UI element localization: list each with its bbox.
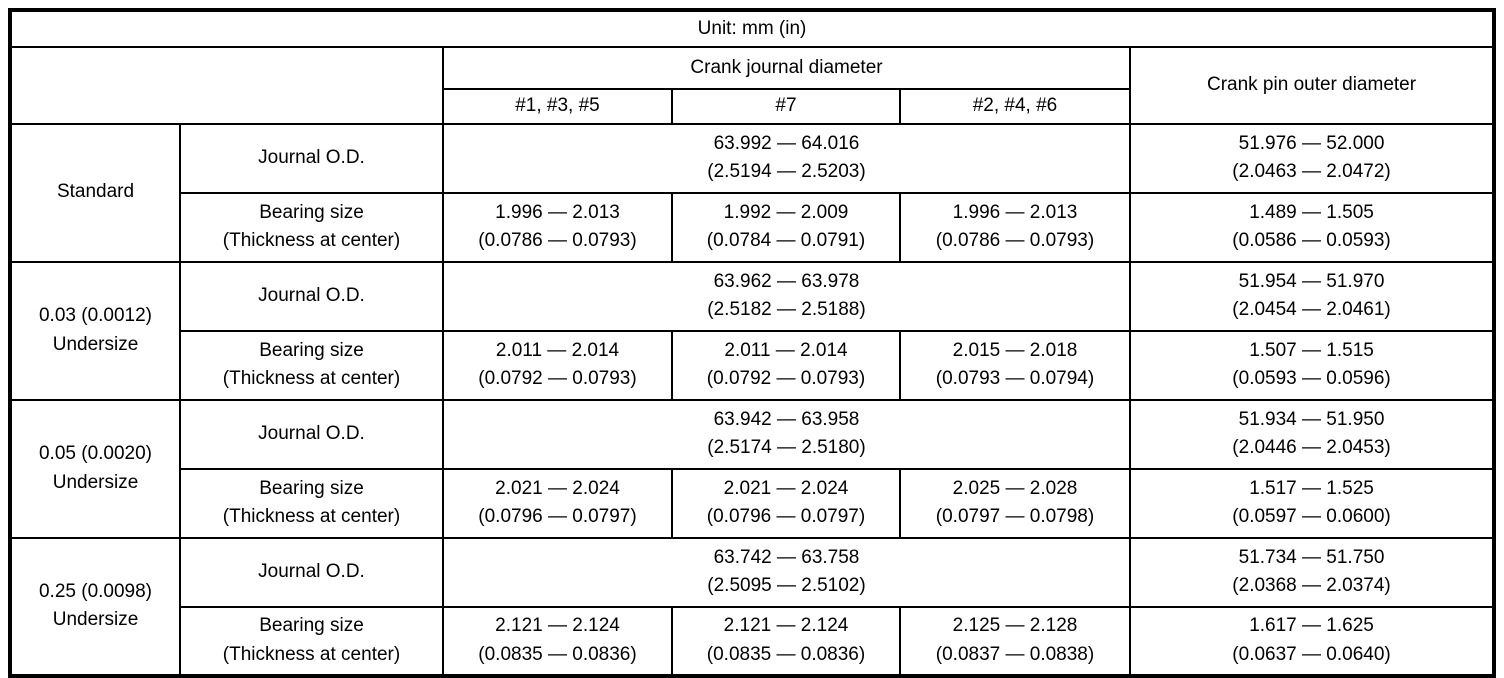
value-mm: 2.021 — 2.024 (723, 477, 849, 499)
value-in: (2.5095 — 2.5102) (707, 575, 866, 596)
value-mm: 1.507 — 1.515 (1249, 339, 1374, 361)
value-in: (0.0835 — 0.0836) (478, 643, 637, 665)
journal-od-label: Journal O.D. (179, 398, 444, 470)
journal-od-label: Journal O.D. (179, 536, 444, 608)
pin-od-value: 51.976 — 52.000 (2.0463 — 2.0472) (1128, 122, 1496, 194)
value-mm: 1.996 — 2.013 (495, 201, 620, 223)
bearing-value-246: 1.996 — 2.013 (0.0786 — 0.0793) (899, 191, 1131, 263)
value-in: (0.0792 — 0.0793) (478, 368, 637, 389)
size-label-025-undersize: 0.25 (0.0098) Undersize (9, 536, 181, 677)
value-in: (0.0835 — 0.0836) (706, 643, 866, 665)
bearing-value-7: 2.121 — 2.124 (0.0835 — 0.0836) (671, 605, 901, 677)
corner-cell (9, 46, 444, 125)
value-mm: 63.742 — 63.758 (713, 546, 860, 568)
journal-od-value: 63.992 — 64.016 (2.5194 — 2.5203) (442, 122, 1131, 194)
bearing-value-246: 2.015 — 2.018 (0.0793 — 0.0794) (899, 329, 1131, 401)
value-mm: 51.976 — 52.000 (1238, 132, 1385, 154)
value-in: (0.0784 — 0.0791) (706, 230, 866, 251)
value-in: (2.5182 — 2.5188) (707, 299, 866, 320)
value-mm: 1.996 — 2.013 (952, 201, 1078, 223)
value-mm: 1.489 — 1.505 (1249, 201, 1374, 223)
bearing-value-135: 2.121 — 2.124 (0.0835 — 0.0836) (442, 605, 673, 677)
size-label-005-undersize: 0.05 (0.0020) Undersize (9, 398, 181, 539)
size-label-003-undersize: 0.03 (0.0012) Undersize (9, 260, 181, 401)
value-in: (0.0786 — 0.0793) (935, 230, 1095, 251)
value-in: (2.0368 — 2.0374) (1232, 575, 1391, 596)
value-mm: 51.954 — 51.970 (1238, 270, 1385, 292)
value-mm: 2.011 — 2.014 (724, 339, 848, 361)
pin-bearing-value: 1.617 — 1.625 (0.0637 — 0.0640) (1128, 605, 1496, 677)
value-in: (0.0796 — 0.0797) (478, 506, 637, 527)
pin-bearing-value: 1.517 — 1.525 (0.0597 — 0.0600) (1128, 467, 1496, 539)
value-in: (0.0797 — 0.0798) (935, 506, 1095, 527)
value-mm: 63.992 — 64.016 (713, 132, 860, 154)
crankshaft-spec-table: Unit: mm (in) Crank journal diameter Cra… (8, 8, 1497, 678)
value-mm: 63.962 — 63.978 (713, 270, 860, 292)
value-in: (0.0586 — 0.0593) (1232, 230, 1391, 251)
value-mm: 2.125 — 2.128 (952, 615, 1078, 636)
value-mm: 2.011 — 2.014 (495, 339, 620, 361)
journal-od-value: 63.942 — 63.958 (2.5174 — 2.5180) (442, 398, 1131, 470)
bearing-size-label: Bearing size (Thickness at center) (179, 467, 444, 539)
value-in: (0.0597 — 0.0600) (1232, 506, 1391, 527)
journal-od-label: Journal O.D. (179, 122, 444, 194)
journal-od-value: 63.962 — 63.978 (2.5182 — 2.5188) (442, 260, 1131, 332)
bearing-size-label: Bearing size (Thickness at center) (179, 191, 444, 263)
value-mm: 2.121 — 2.124 (723, 615, 849, 636)
value-in: (0.0796 — 0.0797) (706, 506, 866, 527)
value-in: (2.5194 — 2.5203) (707, 161, 866, 182)
value-mm: 1.517 — 1.525 (1249, 477, 1374, 499)
value-mm: 63.942 — 63.958 (713, 408, 860, 430)
value-in: (2.0463 — 2.0472) (1232, 161, 1391, 182)
value-in: (0.0793 — 0.0794) (935, 368, 1095, 389)
value-in: (2.5174 — 2.5180) (707, 437, 866, 458)
journal-od-value: 63.742 — 63.758 (2.5095 — 2.5102) (442, 536, 1131, 608)
bearing-value-7: 2.011 — 2.014 (0.0792 — 0.0793) (671, 329, 901, 401)
pin-od-value: 51.734 — 51.750 (2.0368 — 2.0374) (1128, 536, 1496, 608)
pin-od-value: 51.954 — 51.970 (2.0454 — 2.0461) (1128, 260, 1496, 332)
bearing-size-label: Bearing size (Thickness at center) (179, 605, 444, 677)
pin-bearing-value: 1.507 — 1.515 (0.0593 — 0.0596) (1128, 329, 1496, 401)
bearing-value-135: 1.996 — 2.013 (0.0786 — 0.0793) (442, 191, 673, 263)
pin-bearing-value: 1.489 — 1.505 (0.0586 — 0.0593) (1128, 191, 1496, 263)
value-in: (2.0454 — 2.0461) (1232, 299, 1391, 320)
header-journal-col-246: #2, #4, #6 (899, 88, 1131, 125)
value-mm: 2.015 — 2.018 (952, 339, 1078, 361)
header-journal-col-7: #7 (671, 88, 901, 125)
value-mm: 1.617 — 1.625 (1249, 615, 1374, 636)
value-mm: 2.021 — 2.024 (495, 477, 620, 499)
value-in: (0.0837 — 0.0838) (935, 643, 1095, 665)
header-crank-journal-diameter: Crank journal diameter (442, 46, 1131, 90)
value-mm: 51.934 — 51.950 (1238, 408, 1385, 430)
value-mm: 1.992 — 2.009 (723, 201, 849, 223)
bearing-value-246: 2.125 — 2.128 (0.0837 — 0.0838) (899, 605, 1131, 677)
pin-od-value: 51.934 — 51.950 (2.0446 — 2.0453) (1128, 398, 1496, 470)
unit-label: Unit: mm (in) (8, 9, 1496, 48)
bearing-value-7: 2.021 — 2.024 (0.0796 — 0.0797) (671, 467, 901, 539)
bearing-value-135: 2.021 — 2.024 (0.0796 — 0.0797) (442, 467, 673, 539)
value-in: (0.0786 — 0.0793) (478, 230, 637, 251)
journal-od-label: Journal O.D. (179, 260, 444, 332)
value-mm: 2.121 — 2.124 (495, 615, 620, 636)
value-in: (2.0446 — 2.0453) (1232, 437, 1391, 458)
value-mm: 2.025 — 2.028 (952, 477, 1078, 499)
value-in: (0.0792 — 0.0793) (706, 368, 866, 389)
value-in: (0.0593 — 0.0596) (1232, 368, 1391, 389)
bearing-value-7: 1.992 — 2.009 (0.0784 — 0.0791) (671, 191, 901, 263)
bearing-size-label: Bearing size (Thickness at center) (179, 329, 444, 401)
value-mm: 51.734 — 51.750 (1238, 546, 1385, 568)
bearing-value-246: 2.025 — 2.028 (0.0797 — 0.0798) (899, 467, 1131, 539)
header-crank-pin-outer-diameter: Crank pin outer diameter (1128, 46, 1496, 125)
bearing-value-135: 2.011 — 2.014 (0.0792 — 0.0793) (442, 329, 673, 401)
value-in: (0.0637 — 0.0640) (1232, 643, 1391, 665)
header-journal-col-135: #1, #3, #5 (442, 88, 673, 125)
size-label-standard: Standard (9, 122, 181, 263)
